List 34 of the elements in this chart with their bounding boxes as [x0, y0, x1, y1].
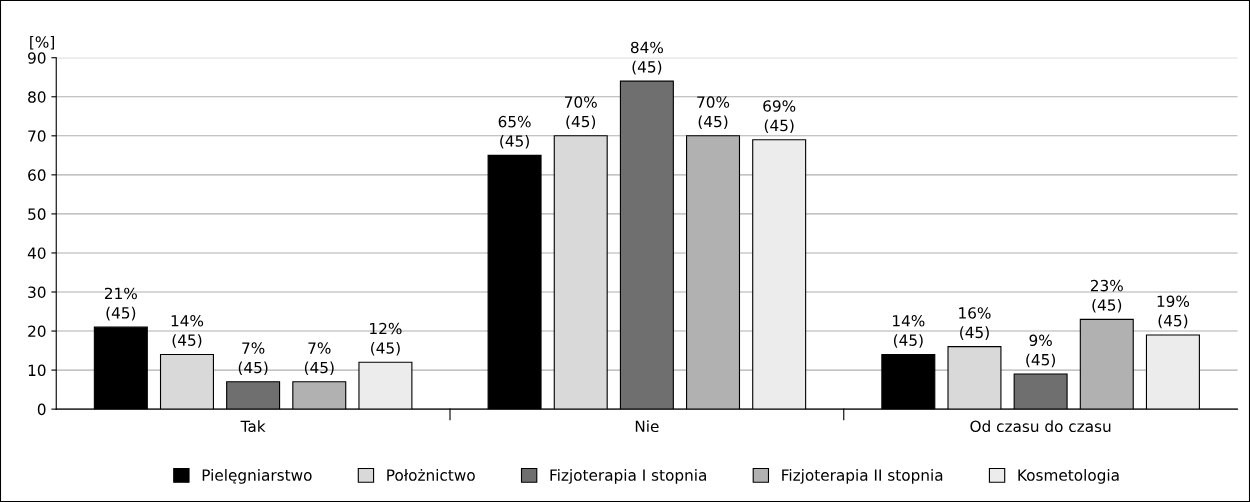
- y-tick-label: 40: [27, 247, 46, 259]
- data-label: 69% (45): [763, 100, 796, 134]
- data-label: 23% (45): [1090, 279, 1123, 313]
- legend-label: Położnictwo: [387, 469, 475, 481]
- data-label: 19% (45): [1157, 295, 1190, 329]
- legend-label: Fizjoterapia I stopnia: [550, 469, 706, 484]
- data-label: 12% (45): [370, 322, 402, 356]
- data-label: 65% (45): [498, 115, 531, 149]
- data-label: 84% (45): [630, 41, 664, 75]
- y-tick-label: 50: [28, 208, 46, 220]
- y-tick-label: 20: [28, 325, 46, 338]
- y-tick-label: 10: [28, 364, 46, 377]
- y-tick-label: 60: [28, 169, 46, 181]
- y-tick-label: 70: [28, 130, 46, 142]
- data-label: 7% (45): [304, 342, 334, 376]
- y-tick-label: 0: [37, 403, 46, 416]
- x-tick-label: Nie: [635, 420, 659, 433]
- legend-label: Pielęgniarstwo: [202, 469, 312, 484]
- y-tick-label: 80: [28, 91, 46, 103]
- data-label: 14% (45): [171, 314, 204, 348]
- data-label: 21% (45): [104, 287, 137, 321]
- x-tick-label: Tak: [240, 420, 266, 433]
- legend-label: Kosmetologia: [1018, 469, 1119, 484]
- x-tick-label: Od czasu do czasu: [970, 420, 1111, 433]
- data-label: 70% (45): [565, 96, 597, 130]
- data-label: 7% (45): [238, 342, 268, 376]
- data-label: 70% (45): [697, 96, 730, 130]
- data-label: 9% (45): [1026, 334, 1055, 368]
- data-label: 16% (45): [959, 307, 991, 340]
- legend-label: Fizjoterapia II stopnia: [782, 469, 943, 484]
- y-tick-label: 30: [28, 286, 46, 299]
- data-label: 14% (45): [893, 314, 925, 348]
- y-axis-title: [%]: [30, 35, 54, 50]
- y-tick-label: 90: [28, 52, 46, 64]
